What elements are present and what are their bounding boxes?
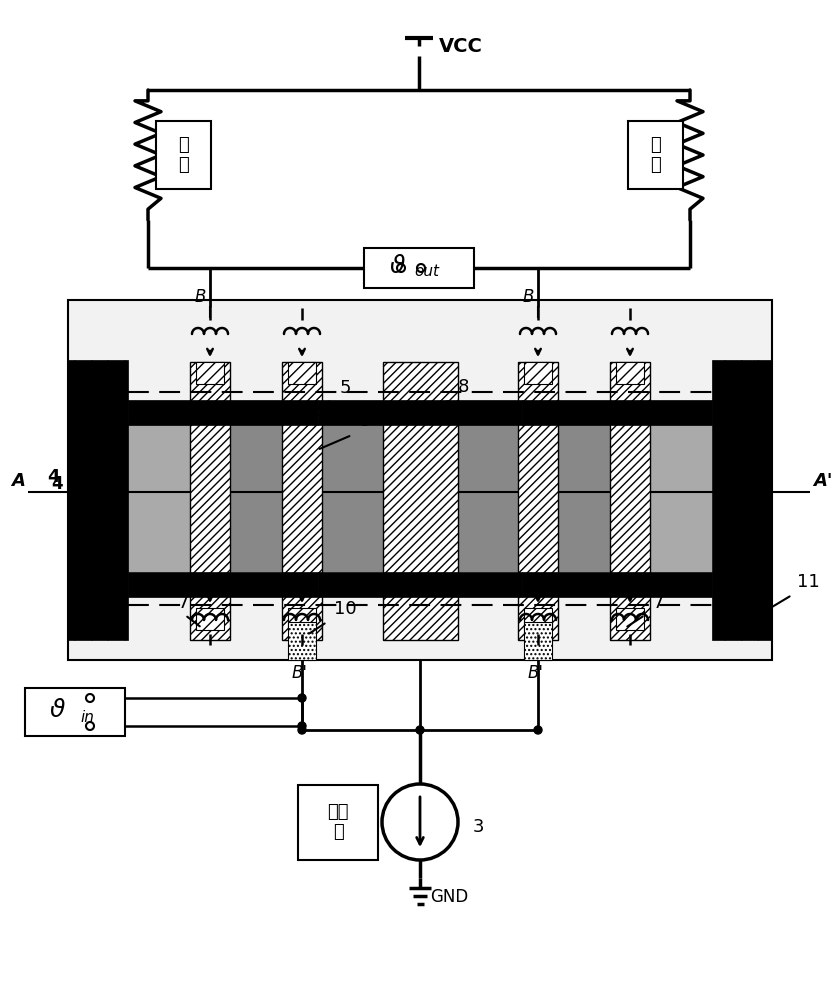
Text: 1: 1 [90, 526, 101, 544]
Bar [25, 688, 125, 736]
Text: 11: 11 [797, 573, 820, 591]
Bar [518, 362, 558, 640]
Text: 9: 9 [360, 412, 371, 430]
Bar [610, 362, 650, 640]
Bar [298, 784, 378, 859]
Text: 电
阻: 电 阻 [178, 136, 189, 174]
Text: GND: GND [430, 888, 468, 906]
Bar [288, 608, 316, 630]
Bar [190, 362, 230, 640]
Bar [282, 362, 322, 640]
Bar [68, 360, 128, 640]
Bar [128, 418, 190, 572]
Text: B': B' [528, 664, 544, 682]
Text: 4: 4 [51, 475, 63, 493]
Text: VCC: VCC [439, 36, 483, 55]
Text: 恒流
源: 恒流 源 [328, 803, 349, 841]
Circle shape [416, 726, 424, 734]
Bar [524, 622, 552, 660]
Circle shape [298, 694, 306, 702]
Bar [318, 400, 522, 425]
Bar [522, 400, 712, 425]
Text: 5: 5 [340, 379, 351, 397]
Circle shape [534, 726, 542, 734]
Bar [318, 418, 522, 572]
Bar [616, 608, 644, 630]
Bar [196, 362, 224, 384]
Bar [558, 418, 610, 572]
Text: 7: 7 [177, 594, 189, 612]
Circle shape [298, 726, 306, 734]
Bar [524, 362, 552, 384]
Bar [318, 418, 322, 572]
Text: 电
阻: 电 阻 [649, 136, 660, 174]
Bar [288, 622, 316, 660]
Bar [524, 608, 552, 630]
Circle shape [298, 722, 306, 730]
Text: $\vartheta$: $\vartheta$ [49, 698, 65, 722]
Bar [230, 418, 282, 572]
Text: 4: 4 [48, 468, 60, 486]
Text: A: A [11, 472, 25, 490]
Bar [650, 418, 712, 572]
Bar [364, 248, 474, 288]
Bar [383, 362, 458, 640]
Bar [288, 362, 316, 384]
Bar [518, 418, 522, 572]
Text: in: in [80, 710, 94, 724]
Text: B: B [194, 288, 206, 306]
Bar [616, 362, 644, 384]
Bar [68, 300, 772, 660]
Bar [128, 572, 318, 597]
Text: 10: 10 [334, 600, 357, 618]
Text: out: out [415, 264, 439, 279]
Text: 2: 2 [744, 526, 756, 544]
Text: A': A' [813, 472, 832, 490]
Text: B': B' [292, 664, 308, 682]
Bar [712, 360, 772, 640]
Bar [128, 400, 318, 425]
Bar [318, 572, 522, 597]
Text: 3: 3 [473, 818, 484, 836]
Bar [628, 121, 682, 189]
Bar [196, 608, 224, 630]
Text: 7: 7 [652, 594, 664, 612]
Text: 8: 8 [458, 378, 469, 396]
Bar [522, 572, 712, 597]
Text: $\vartheta$: $\vartheta$ [389, 254, 406, 278]
Bar [156, 121, 210, 189]
Text: B: B [523, 288, 534, 306]
